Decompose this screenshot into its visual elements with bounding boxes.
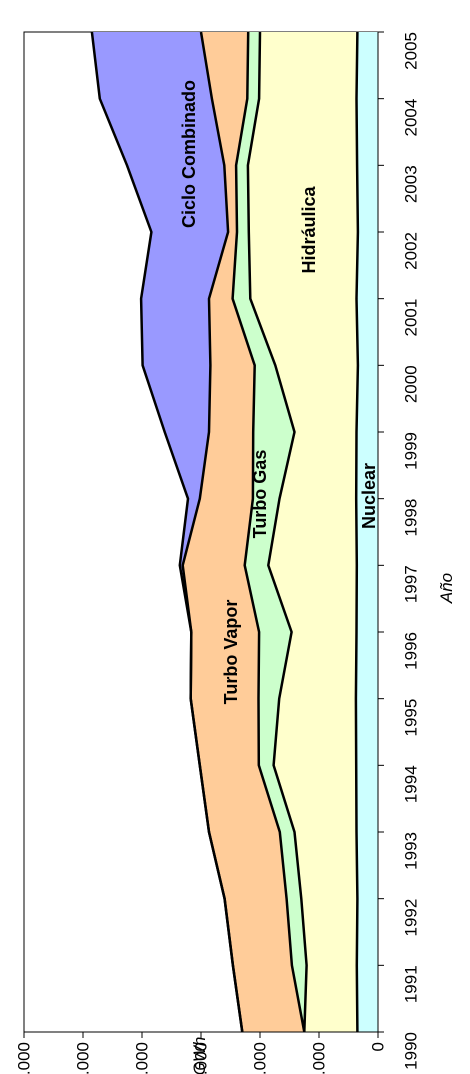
series-areas	[91, 32, 378, 1032]
area-turbo-vapor	[182, 32, 305, 1032]
y-axis: 0 20.000 40.000 60.000 80.000 100.000 120.000	[15, 1031, 388, 1074]
label-turbo-vapor: Turbo Vapor	[221, 600, 241, 705]
y-tick-label: 120.000	[15, 1042, 34, 1074]
x-tick-label: 1997	[402, 565, 421, 603]
x-tick-label: 1995	[402, 699, 421, 737]
x-tick-label: 1993	[402, 832, 421, 870]
line-hidraulica	[246, 31, 308, 1033]
area-nuclear	[355, 32, 378, 1032]
series-outlines	[90, 31, 360, 1033]
label-hidraulica: Hidráulica	[299, 185, 319, 273]
x-tick-label: 1996	[402, 632, 421, 670]
x-tick-label: 1991	[402, 965, 421, 1003]
x-tick-label: 1990	[402, 1032, 421, 1070]
plot-area	[23, 31, 379, 1033]
y-axis-title: GWh	[190, 1037, 209, 1074]
y-tick-label: 40.000	[251, 1042, 270, 1074]
x-tick-label: 1998	[402, 499, 421, 537]
x-tick-label: 2001	[402, 299, 421, 337]
x-tick-label: 2000	[402, 365, 421, 403]
x-axis: 1990 1991 1992 1993 1994 1995 1996 1997 1998 1999…	[377, 31, 421, 1070]
x-tick-label: 1992	[402, 899, 421, 937]
x-tick-label: 2002	[402, 232, 421, 270]
x-tick-label: 2003	[402, 165, 421, 203]
y-tick-label: 100.000	[74, 1042, 93, 1074]
y-tick-label: 60.000	[192, 1042, 211, 1074]
x-tick-label: 2004	[402, 99, 421, 137]
line-turbo-gas	[231, 31, 306, 1033]
y-tick-label: 80.000	[133, 1042, 152, 1074]
label-ciclo-combinado: Ciclo Combinado	[179, 80, 199, 228]
label-nuclear: Nuclear	[359, 463, 379, 529]
y-tick-label: 0	[369, 1042, 388, 1051]
x-tick-label: 1999	[402, 432, 421, 470]
y-tick-label: 20.000	[310, 1042, 329, 1074]
area-ciclo-combinado	[91, 32, 243, 1032]
area-turbo-gas	[232, 32, 307, 1032]
label-turbo-gas: Turbo Gas	[250, 450, 270, 539]
x-tick-label: 2005	[402, 32, 421, 70]
area-hidraulica	[247, 32, 358, 1032]
line-ciclo-combinado	[90, 31, 244, 1033]
x-tick-label: 1994	[402, 765, 421, 803]
line-nuclear	[354, 31, 360, 1033]
x-axis-title: Año	[437, 573, 456, 604]
